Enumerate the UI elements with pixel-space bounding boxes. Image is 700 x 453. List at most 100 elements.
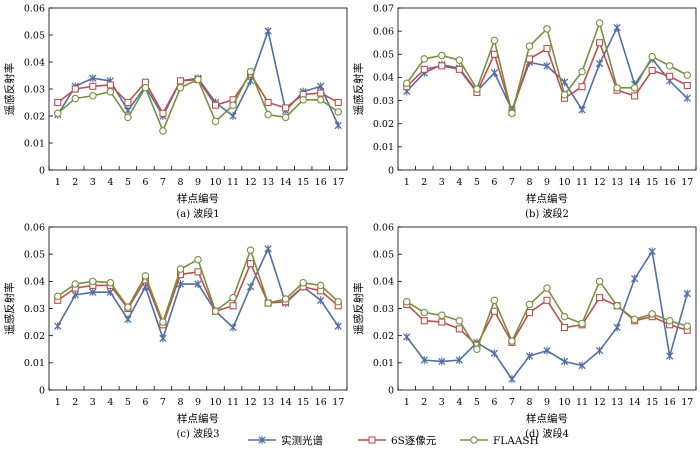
data-point — [455, 325, 463, 333]
x-tick-label: 7 — [160, 397, 166, 408]
data-point — [595, 277, 604, 286]
data-point — [246, 282, 255, 291]
data-point — [438, 62, 446, 70]
data-point — [595, 59, 604, 68]
y-axis-title: 遥感反射率 — [352, 63, 365, 116]
data-point — [438, 51, 446, 60]
chart-panel-1: 00.010.020.030.040.050.061 2 3 4 5 6 7 8 9 10 11 12… — [3, 3, 348, 220]
x-tick-label: 4 — [456, 177, 462, 188]
data-point — [666, 352, 674, 361]
x-tick-label: 17 — [332, 177, 344, 188]
series-2 — [54, 260, 342, 329]
data-point — [630, 84, 639, 92]
legend-label: 6S逐像元 — [391, 435, 437, 447]
data-point — [106, 278, 115, 287]
x-tick-label: 13 — [611, 177, 623, 188]
y-axis-title: 遥感反射率 — [352, 282, 365, 335]
data-point — [54, 98, 62, 107]
x-tick-label: 1 — [55, 177, 61, 188]
x-tick-label: 9 — [195, 177, 201, 188]
x-tick-label: 8 — [177, 177, 183, 188]
data-point — [543, 25, 551, 33]
data-point — [473, 345, 481, 353]
data-point — [194, 268, 202, 276]
x-tick-label: 15 — [646, 177, 658, 188]
y-tick-label: 0.04 — [373, 73, 394, 84]
data-point — [490, 307, 498, 315]
panel-caption: (a) 波段1 — [176, 207, 219, 220]
x-tick-label: 1 — [404, 397, 410, 408]
x-tick-label: 3 — [439, 177, 445, 188]
x-tick-label: 2 — [421, 397, 427, 408]
x-tick-label: 4 — [107, 177, 113, 188]
data-point — [71, 85, 79, 93]
x-tick-label: 9 — [544, 397, 550, 408]
data-point — [525, 42, 534, 50]
data-point — [648, 310, 656, 318]
legend-label: 实测光谱 — [281, 434, 323, 447]
series-3 — [403, 19, 691, 118]
data-point — [648, 52, 656, 61]
data-point — [455, 65, 463, 73]
y-tick-label: 0.04 — [373, 277, 394, 288]
x-tick-label: 10 — [209, 397, 221, 408]
x-tick-label: 8 — [177, 397, 183, 408]
x-tick-label: 6 — [142, 397, 148, 408]
x-tick-label: 10 — [209, 177, 221, 188]
x-tick-label: 9 — [195, 397, 201, 408]
legend-label: FLAASH — [493, 435, 539, 447]
legend-entry: 实测光谱 — [248, 434, 323, 447]
y-tick-label: 0.05 — [373, 249, 394, 260]
x-axis-title: 样点编号 — [526, 412, 568, 425]
x-axis-title: 样点编号 — [526, 192, 568, 205]
data-point — [508, 109, 516, 118]
y-axis-title: 遥感反射率 — [3, 63, 16, 116]
data-point — [420, 55, 429, 63]
x-tick-label: 5 — [125, 397, 131, 408]
data-point — [613, 84, 621, 92]
data-point — [631, 92, 639, 100]
data-point — [229, 101, 237, 109]
x-tick-label: 8 — [526, 397, 532, 408]
x-tick-label: 17 — [681, 177, 693, 188]
x-tick-label: 5 — [474, 397, 480, 408]
legend-marker — [368, 436, 376, 444]
x-tick-label: 10 — [558, 397, 570, 408]
data-point — [543, 346, 551, 355]
data-point — [578, 361, 586, 370]
chart-panel-2: 0 0.01 0.02 0.03 0.04 0.05 0.06 0.07 1 2 3 4 5 6 7 8 9 10… — [352, 3, 697, 220]
x-tick-label: 7 — [509, 397, 515, 408]
data-point — [141, 83, 150, 92]
x-tick-label: 16 — [664, 397, 676, 408]
data-point — [334, 297, 342, 306]
data-point — [578, 319, 586, 328]
x-tick-label: 15 — [297, 397, 309, 408]
x-tick-label: 7 — [509, 177, 515, 188]
x-tick-label: 11 — [227, 397, 239, 408]
x-tick-label: 3 — [90, 177, 96, 188]
data-point — [648, 66, 656, 75]
data-point — [281, 113, 290, 122]
data-point — [613, 323, 621, 332]
y-tick-label: 0 — [39, 385, 45, 396]
x-tick-label: 2 — [421, 177, 427, 188]
y-tick-label: 0.02 — [373, 119, 394, 130]
y-tick-label: 0.04 — [24, 277, 45, 288]
data-point — [420, 65, 428, 73]
data-point — [490, 68, 499, 77]
x-tick-label: 11 — [576, 177, 588, 188]
data-point — [299, 96, 307, 104]
x-tick-label: 11 — [576, 397, 588, 408]
data-point — [89, 288, 97, 297]
y-tick-label: 0 — [388, 385, 394, 396]
data-point — [455, 356, 464, 365]
y-tick-label: 0.03 — [24, 304, 45, 315]
legend-marker — [258, 436, 266, 444]
data-point — [316, 96, 325, 104]
y-tick-label: 0.03 — [373, 304, 394, 315]
x-tick-label: 12 — [245, 177, 257, 188]
data-point — [438, 311, 446, 320]
data-point — [229, 323, 237, 332]
x-tick-label: 6 — [491, 177, 497, 188]
y-tick-label: 0.03 — [373, 96, 394, 107]
